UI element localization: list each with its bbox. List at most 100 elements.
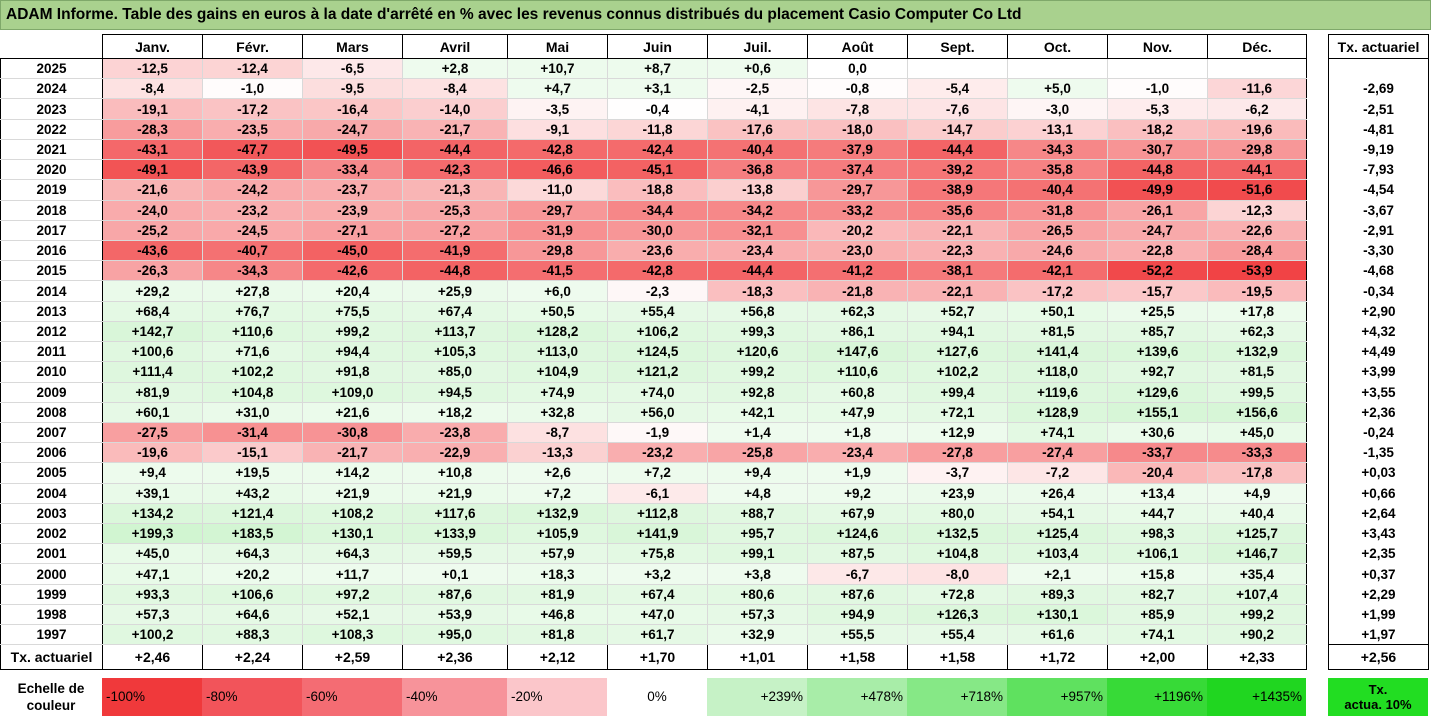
month-header: Sept.	[907, 34, 1008, 59]
gain-cell: -3,5	[507, 98, 608, 120]
gain-cell: +93,3	[102, 584, 203, 605]
year-label: 2009	[0, 382, 103, 403]
annual-rate-cell: -3,67	[1328, 200, 1429, 221]
gain-cell: +55,5	[807, 624, 908, 646]
gain-cell: +31,0	[202, 402, 303, 423]
gain-cell: +130,1	[1007, 604, 1108, 626]
gain-cell: +103,4	[1007, 543, 1108, 565]
gain-cell: -24,2	[202, 179, 303, 201]
year-label: 2019	[0, 179, 103, 201]
gain-cell: +112,8	[607, 503, 708, 525]
year-label: 2010	[0, 361, 103, 383]
gain-cell: +108,3	[302, 624, 403, 646]
gain-cell: -38,9	[907, 179, 1008, 201]
year-row: 2021 -43,1 -47,7 -49,5 -44,4 -42,8 -42,4 -40,4-…	[0, 139, 1307, 161]
gain-cell: -1,0	[202, 78, 303, 100]
gain-cell: +139,6	[1107, 341, 1208, 363]
gain-cell: -8,7	[507, 422, 608, 444]
gain-cell: +100,2	[102, 624, 203, 646]
gain-cell: +91,8	[302, 361, 403, 383]
gain-cell: +74,1	[1007, 422, 1108, 444]
annual-rate-cell: +3,99	[1328, 361, 1429, 382]
month-header: Mai	[507, 34, 608, 59]
report-title: ADAM Informe. Table des gains en euros à…	[0, 0, 1431, 30]
color-scale-swatch: -100%	[102, 678, 202, 716]
annual-rate-legend-line1: Tx.	[1368, 682, 1388, 697]
gain-cell: +60,1	[102, 402, 203, 423]
gain-cell: -15,1	[202, 442, 303, 464]
gain-cell: -42,6	[302, 260, 403, 282]
gain-cell: -49,9	[1107, 179, 1208, 201]
gain-cell: +105,9	[507, 523, 608, 545]
gain-cell: -5,4	[907, 78, 1008, 100]
annual-rate-cell: -3,30	[1328, 240, 1429, 261]
gain-cell: +81,9	[507, 584, 608, 605]
gain-cell: -53,9	[1207, 260, 1307, 282]
year-row: 1999 +93,3 +106,6 +97,2 +87,6 +81,9 +67,4 +80,6…	[0, 584, 1307, 605]
gain-cell: +130,1	[302, 523, 403, 545]
gain-cell: +53,9	[402, 604, 508, 626]
color-scale-swatch: -80%	[202, 678, 302, 716]
annual-rate-cell: -0,24	[1328, 422, 1429, 443]
gain-cell: +10,7	[507, 57, 608, 80]
gain-cell: +42,1	[707, 402, 808, 423]
gain-cell: -44,1	[1207, 159, 1307, 181]
gain-cell: -21,3	[402, 179, 508, 201]
color-scale-swatch: +1196%	[1107, 678, 1207, 716]
gain-cell: 0,0	[807, 57, 908, 80]
year-row: 2019 -21,6 -24,2 -23,7 -21,3 -11,0 -18,8 -13,8-…	[0, 179, 1307, 201]
color-scale-swatch: +1435%	[1207, 678, 1306, 716]
gain-cell: -41,9	[402, 240, 508, 262]
gain-cell: -24,0	[102, 200, 203, 221]
gain-cell: +18,2	[402, 402, 508, 423]
year-row: 2004 +39,1 +43,2 +21,9 +21,9 +7,2 -6,1 +4,8 +9,2…	[0, 483, 1307, 504]
gain-cell: +92,8	[707, 382, 808, 403]
gain-cell: +32,8	[507, 402, 608, 423]
gain-cell: -19,1	[102, 98, 203, 120]
gain-cell: +80,0	[907, 503, 1008, 525]
gain-cell: +99,3	[707, 321, 808, 343]
annual-rate-cell: -1,35	[1328, 442, 1429, 463]
year-label: 2015	[0, 260, 103, 282]
gain-cell: +81,8	[507, 624, 608, 646]
gain-cell: -26,5	[1007, 220, 1108, 241]
annual-rate-cell: +0,37	[1328, 563, 1429, 585]
gain-cell: -33,4	[302, 159, 403, 181]
gain-cell: +7,2	[507, 483, 608, 504]
gain-cell: +72,1	[907, 402, 1008, 423]
gain-cell: +102,2	[202, 361, 303, 383]
gain-cell: +32,9	[707, 624, 808, 646]
year-row: 2010 +111,4 +102,2 +91,8 +85,0 +104,9 +121,2 +9…	[0, 361, 1307, 383]
gain-cell: -6,7	[807, 563, 908, 585]
gain-cell: -31,4	[202, 422, 303, 444]
gain-cell: -23,8	[402, 422, 508, 444]
annual-rate-legend-line2: actua. 10%	[1344, 697, 1412, 712]
gain-cell: -7,2	[1007, 462, 1108, 484]
footer-rate-cell: +1,58	[807, 644, 908, 671]
gain-cell: +113,7	[402, 321, 508, 343]
gain-cell: -30,8	[302, 422, 403, 444]
gain-cell: -42,3	[402, 159, 508, 181]
gain-cell: -49,1	[102, 159, 203, 181]
month-header: Août	[807, 34, 908, 59]
gain-cell: +3,1	[607, 78, 708, 100]
gain-cell: +30,6	[1107, 422, 1208, 444]
gain-cell: +76,7	[202, 301, 303, 322]
gain-cell: +2,1	[1007, 563, 1108, 585]
gain-cell: -23,2	[202, 200, 303, 221]
gain-cell: +99,2	[707, 361, 808, 383]
year-row: 2022 -28,3 -23,5 -24,7 -21,7 -9,1 -11,8 -17,6 -1…	[0, 119, 1307, 140]
year-label: 2022	[0, 119, 103, 140]
gain-cell: -35,8	[1007, 159, 1108, 181]
year-row: 2012 +142,7 +110,6 +99,2 +113,7 +128,2 +106,2 +…	[0, 321, 1307, 343]
gain-cell: +117,6	[402, 503, 508, 525]
gain-cell: -37,9	[807, 139, 908, 161]
gain-cell: -8,4	[402, 78, 508, 100]
year-label: 1997	[0, 624, 103, 646]
gain-cell: -37,4	[807, 159, 908, 181]
gain-cell: -3,7	[907, 462, 1008, 484]
gain-cell: -0,8	[807, 78, 908, 100]
gain-cell: +4,8	[707, 483, 808, 504]
year-row: 2000 +47,1 +20,2 +11,7 +0,1 +18,3 +3,2 +3,8 -6,7…	[0, 563, 1307, 585]
gain-cell: -22,1	[907, 280, 1008, 302]
